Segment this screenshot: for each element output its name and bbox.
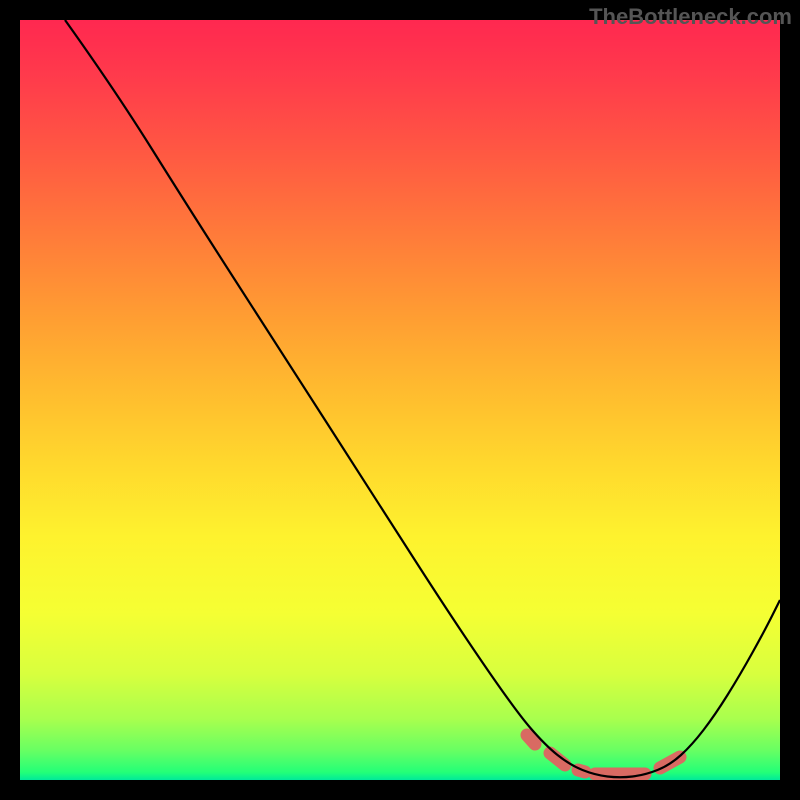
watermark-text: TheBottleneck.com — [589, 4, 792, 30]
trough-marker — [527, 735, 535, 744]
bottleneck-curve — [65, 20, 780, 777]
trough-marker-group — [527, 735, 680, 774]
curve-svg — [20, 20, 780, 780]
plot-area — [20, 20, 780, 780]
